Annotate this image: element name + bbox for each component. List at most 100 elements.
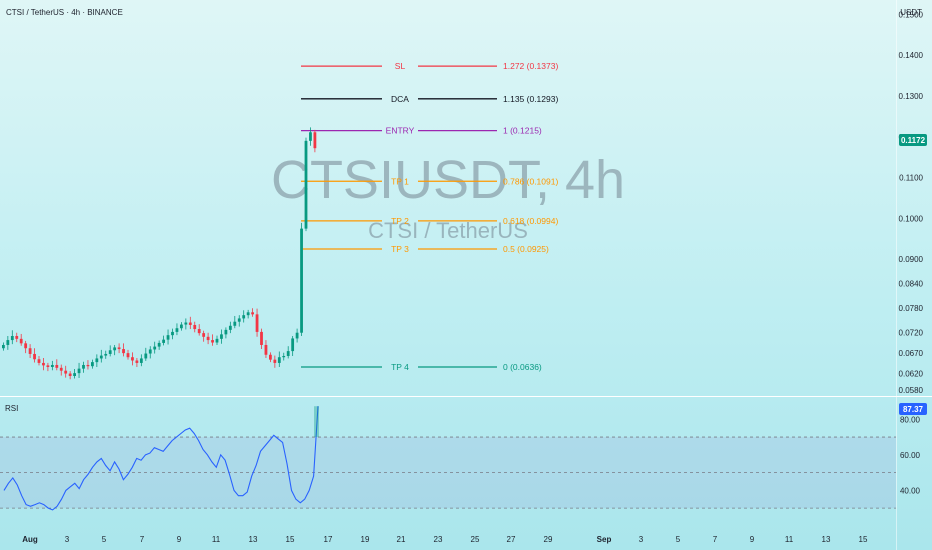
price-tick-label: 0.0670 (899, 349, 924, 358)
time-tick-label: 21 (397, 535, 406, 544)
level-entry[interactable]: ENTRY 1 (0.1215) (301, 126, 542, 136)
time-tick-label: 3 (639, 535, 644, 544)
candle (24, 340, 28, 354)
level-label: TP 3 (391, 244, 409, 254)
candle (55, 359, 59, 371)
candle (59, 364, 63, 376)
candle (269, 352, 272, 363)
candle (282, 352, 286, 361)
candle (135, 358, 139, 368)
level-label: TP 2 (391, 216, 409, 226)
candle (277, 351, 281, 368)
currency-unit: USDT (900, 8, 922, 17)
candle (251, 308, 254, 317)
candle (50, 360, 54, 371)
fib-levels: SL 1.272 (0.1373) DCA 1.135 (0.1293) ENTRY 1 … (301, 61, 558, 372)
time-tick-label: 11 (212, 535, 221, 544)
level-tp-2[interactable]: TP 2 0.618 (0.0994) (301, 216, 558, 226)
level-value: 0.5 (0.0925) (503, 244, 549, 254)
level-value: 0.618 (0.0994) (503, 216, 558, 226)
candle (153, 341, 157, 354)
symbol-title[interactable]: CTSI / TetherUS · 4h · BINANCE (6, 8, 123, 17)
candle (264, 340, 268, 359)
time-tick-label: 7 (140, 535, 145, 544)
price-tick-label: 0.1300 (899, 92, 924, 101)
candle (215, 335, 219, 345)
candle (86, 360, 90, 370)
candle (291, 335, 295, 356)
candle (126, 349, 130, 360)
candle (28, 344, 32, 359)
level-value: 1.272 (0.1373) (503, 61, 558, 71)
candle (117, 343, 121, 354)
candle (228, 321, 232, 334)
level-value: 0 (0.0636) (503, 362, 542, 372)
watermark-main: CTSIUSDT, 4h (271, 150, 625, 210)
price-badge: 0.1172 (899, 134, 927, 146)
time-tick-label: 9 (177, 535, 182, 544)
price-tick-label: 0.1400 (899, 51, 924, 60)
candle (286, 346, 290, 359)
price-tick-label: 0.0780 (899, 304, 924, 313)
candle (197, 324, 201, 336)
level-dca[interactable]: DCA 1.135 (0.1293) (301, 94, 558, 104)
candle (188, 316, 192, 330)
time-tick-label: Aug (22, 535, 38, 544)
candle (73, 369, 76, 379)
level-tp-3[interactable]: TP 3 0.5 (0.0925) (301, 244, 549, 254)
price-tick-label: 0.1500 (899, 10, 924, 19)
candle (255, 308, 259, 337)
time-tick-label: 23 (434, 535, 443, 544)
price-tick-label: 0.1100 (899, 174, 923, 183)
time-tick-label: 15 (286, 535, 295, 544)
candle (220, 329, 223, 344)
candle (6, 335, 10, 350)
candle (19, 333, 23, 346)
candle (224, 327, 228, 339)
candle (37, 355, 41, 366)
time-tick-label: 9 (750, 535, 755, 544)
level-tp-4[interactable]: TP 4 0 (0.0636) (301, 362, 542, 372)
candle (180, 322, 183, 331)
candle (33, 348, 36, 363)
candle (166, 329, 170, 345)
candle (139, 354, 143, 367)
level-label: TP 4 (391, 362, 409, 372)
level-sl[interactable]: SL 1.272 (0.1373) (301, 61, 558, 71)
price-axis[interactable]: 0.15000.14000.13000.12000.11000.10000.09… (899, 10, 924, 395)
candle (95, 354, 99, 368)
candle (202, 330, 206, 342)
candle (246, 309, 250, 319)
candle (82, 361, 85, 373)
level-tp-1[interactable]: TP 1 0.786 (0.1091) (301, 176, 558, 186)
time-axis[interactable]: Aug 3 5 7 9 11 13 15 17 19 21 23 25 27 29 Sep 3 5 7 9 11 13 15 (22, 535, 868, 544)
level-label: TP 1 (391, 176, 409, 186)
level-label: SL (395, 61, 406, 71)
candle (273, 355, 277, 368)
price-tick-label: 0.0580 (899, 386, 924, 395)
candle (175, 323, 179, 336)
time-tick-label: 11 (785, 535, 794, 544)
candle (242, 310, 246, 323)
candle (104, 350, 108, 359)
rsi-axis[interactable]: 80.00 60.00 40.00 (900, 415, 921, 495)
rsi-badge-text: 87.37 (903, 405, 924, 414)
price-tick-label: 0.0620 (899, 370, 924, 379)
candle (260, 328, 263, 350)
candle (295, 328, 299, 343)
rsi-badge: 87.37 (899, 403, 927, 415)
time-tick-label: 5 (676, 535, 681, 544)
rsi-overbought-fill (314, 406, 319, 438)
level-value: 1.135 (0.1293) (503, 94, 558, 104)
rsi-tick-label: 80.00 (900, 415, 921, 424)
level-value: 0.786 (0.1091) (503, 176, 558, 186)
time-tick-label: 13 (249, 535, 258, 544)
time-tick-label: 25 (471, 535, 480, 544)
candle (148, 346, 152, 359)
candle (2, 342, 5, 351)
price-tick-label: 0.1000 (899, 214, 924, 223)
rsi-label: RSI (5, 404, 19, 413)
watermark-sub: CTSI / TetherUS (368, 218, 528, 243)
candle (68, 371, 72, 380)
